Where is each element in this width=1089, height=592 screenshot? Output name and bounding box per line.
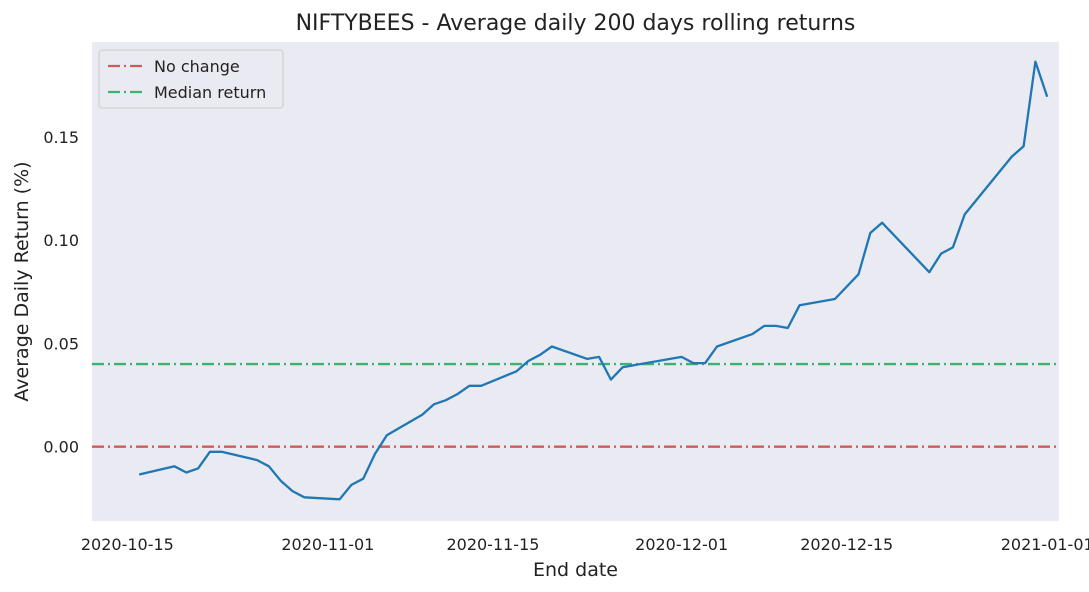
x-tick-label: 2021-01-01 [1001,535,1089,554]
legend: No change Median return [98,49,284,109]
x-axis-label: End date [533,559,618,581]
plot-area [92,42,1059,521]
series-layer [138,60,1049,501]
legend-box [98,49,284,109]
legend-label: Median return [154,83,266,102]
y-tick-label: 0.00 [43,438,79,457]
chart-title: NIFTYBEES - Average daily 200 days rolli… [296,11,856,36]
y-axis-ticks: 0.00 0.05 0.10 0.15 [43,128,79,457]
legend-label: No change [154,57,240,76]
y-tick-label: 0.10 [43,231,79,250]
y-tick-label: 0.05 [43,334,79,353]
series-line-0 [138,60,1049,501]
y-tick-label: 0.15 [43,128,79,147]
x-tick-label: 2020-10-15 [81,535,174,554]
x-tick-label: 2020-11-01 [281,535,374,554]
x-tick-label: 2020-12-01 [635,535,728,554]
x-tick-label: 2020-11-15 [446,535,539,554]
reference-lines [92,362,1059,448]
x-axis-ticks: 2020-10-15 2020-11-01 2020-11-15 2020-12-01… [81,535,1089,554]
y-axis-label: Average Daily Return (%) [11,161,33,401]
x-tick-label: 2020-12-15 [800,535,893,554]
